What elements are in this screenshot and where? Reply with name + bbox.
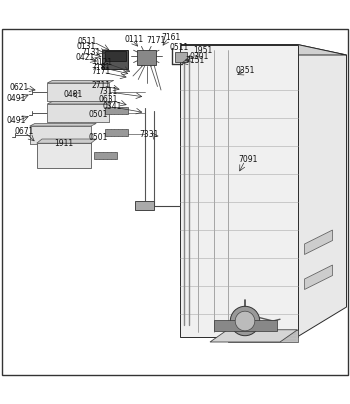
Circle shape <box>230 306 260 336</box>
Text: 0121: 0121 <box>94 58 113 67</box>
Bar <box>214 320 276 331</box>
Bar <box>105 129 128 136</box>
Text: 0491: 0491 <box>6 94 26 103</box>
Text: 0111: 0111 <box>125 35 144 44</box>
Bar <box>102 50 128 69</box>
Circle shape <box>235 311 255 331</box>
Text: 0421: 0421 <box>75 53 94 62</box>
Polygon shape <box>228 330 298 342</box>
Polygon shape <box>37 143 91 168</box>
Polygon shape <box>47 104 108 122</box>
Polygon shape <box>180 44 298 337</box>
Text: 7161: 7161 <box>162 33 181 42</box>
Polygon shape <box>304 230 332 255</box>
Text: 1951: 1951 <box>193 46 212 55</box>
Polygon shape <box>180 44 346 55</box>
Text: 7311: 7311 <box>98 87 118 96</box>
Bar <box>136 50 156 65</box>
Text: 0491: 0491 <box>6 116 26 124</box>
Text: 7331: 7331 <box>139 130 159 139</box>
Polygon shape <box>210 330 298 342</box>
Text: 7181: 7181 <box>91 63 111 72</box>
Bar <box>105 51 126 61</box>
Text: 2711: 2711 <box>91 81 111 90</box>
Bar <box>105 107 128 114</box>
Text: 1911: 1911 <box>54 139 74 148</box>
Polygon shape <box>37 139 96 143</box>
Polygon shape <box>30 124 96 126</box>
Text: 0351: 0351 <box>236 66 255 75</box>
Polygon shape <box>304 265 332 290</box>
Text: 0501: 0501 <box>88 133 107 142</box>
Text: 7091: 7091 <box>239 156 258 164</box>
Text: 0501: 0501 <box>88 110 107 119</box>
Bar <box>135 201 154 210</box>
Polygon shape <box>30 126 91 143</box>
Text: 0341: 0341 <box>102 102 121 111</box>
Text: 0131: 0131 <box>76 42 96 51</box>
Polygon shape <box>47 101 114 104</box>
Text: 0631: 0631 <box>98 95 118 104</box>
Text: 0511: 0511 <box>78 36 97 46</box>
Text: 7171: 7171 <box>91 67 111 76</box>
Text: 7151: 7151 <box>186 56 205 65</box>
Polygon shape <box>47 83 108 101</box>
Bar <box>175 52 187 62</box>
Text: 0621: 0621 <box>10 83 29 92</box>
Bar <box>94 152 117 159</box>
Text: 0481: 0481 <box>64 90 83 99</box>
Text: 0671: 0671 <box>15 127 34 136</box>
Text: 7131: 7131 <box>81 48 100 57</box>
Polygon shape <box>47 80 114 83</box>
Text: 7171: 7171 <box>146 36 165 45</box>
Text: 0301: 0301 <box>189 52 209 61</box>
Text: 0511: 0511 <box>170 44 189 53</box>
Polygon shape <box>298 44 346 337</box>
